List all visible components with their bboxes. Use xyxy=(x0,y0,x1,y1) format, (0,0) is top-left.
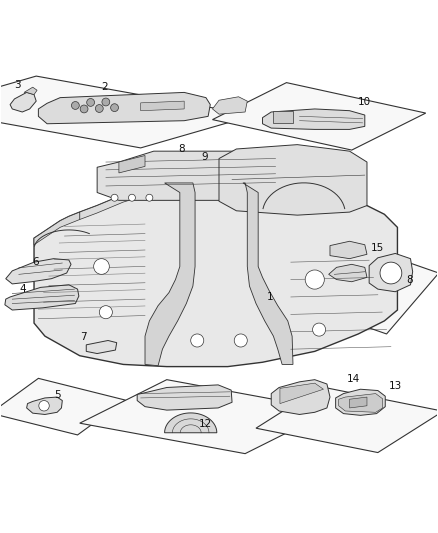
Polygon shape xyxy=(165,413,217,433)
Polygon shape xyxy=(39,92,210,124)
Polygon shape xyxy=(6,259,71,284)
Polygon shape xyxy=(86,341,117,353)
Polygon shape xyxy=(97,151,280,200)
Circle shape xyxy=(39,400,49,411)
Circle shape xyxy=(71,102,79,109)
Polygon shape xyxy=(212,83,426,150)
Polygon shape xyxy=(328,264,367,282)
Circle shape xyxy=(111,104,118,111)
Polygon shape xyxy=(119,156,145,173)
Circle shape xyxy=(87,99,95,107)
Text: 15: 15 xyxy=(371,243,385,253)
Text: 8: 8 xyxy=(179,144,185,154)
Polygon shape xyxy=(212,97,247,114)
Polygon shape xyxy=(27,397,62,415)
Polygon shape xyxy=(34,182,397,367)
Polygon shape xyxy=(256,387,438,453)
Polygon shape xyxy=(330,241,367,259)
Circle shape xyxy=(380,262,402,284)
Polygon shape xyxy=(262,109,365,130)
Polygon shape xyxy=(280,383,323,403)
Circle shape xyxy=(94,259,110,274)
Text: 5: 5 xyxy=(55,390,61,400)
Circle shape xyxy=(80,105,88,113)
Polygon shape xyxy=(339,393,383,413)
Text: 7: 7 xyxy=(80,332,87,342)
Polygon shape xyxy=(141,101,184,111)
Circle shape xyxy=(99,305,113,319)
Circle shape xyxy=(146,194,153,201)
Text: 3: 3 xyxy=(14,79,21,90)
Text: 13: 13 xyxy=(389,381,402,391)
Polygon shape xyxy=(34,212,80,245)
Text: 14: 14 xyxy=(346,374,360,384)
Polygon shape xyxy=(0,378,125,435)
Polygon shape xyxy=(10,92,36,112)
Polygon shape xyxy=(286,238,438,334)
Polygon shape xyxy=(5,285,79,310)
Polygon shape xyxy=(80,379,332,454)
Polygon shape xyxy=(350,397,367,408)
Polygon shape xyxy=(219,144,367,215)
Circle shape xyxy=(313,323,325,336)
Circle shape xyxy=(128,194,135,201)
Text: 6: 6 xyxy=(32,257,39,267)
Text: 12: 12 xyxy=(198,419,212,429)
Text: 4: 4 xyxy=(19,284,25,294)
Circle shape xyxy=(191,334,204,347)
Circle shape xyxy=(95,104,103,112)
Polygon shape xyxy=(24,87,37,94)
Polygon shape xyxy=(80,182,228,220)
Text: 10: 10 xyxy=(358,97,371,107)
Polygon shape xyxy=(145,183,195,366)
Circle shape xyxy=(305,270,324,289)
Text: 2: 2 xyxy=(102,82,108,92)
Polygon shape xyxy=(369,254,413,292)
Text: 8: 8 xyxy=(406,276,413,286)
Bar xyxy=(273,111,293,123)
Text: 9: 9 xyxy=(202,152,208,162)
Polygon shape xyxy=(271,379,330,415)
Polygon shape xyxy=(137,385,232,410)
Polygon shape xyxy=(336,389,385,415)
Polygon shape xyxy=(243,183,293,365)
Polygon shape xyxy=(0,76,254,148)
Circle shape xyxy=(111,194,118,201)
Text: 1: 1 xyxy=(267,292,274,302)
Circle shape xyxy=(234,334,247,347)
Circle shape xyxy=(102,98,110,106)
